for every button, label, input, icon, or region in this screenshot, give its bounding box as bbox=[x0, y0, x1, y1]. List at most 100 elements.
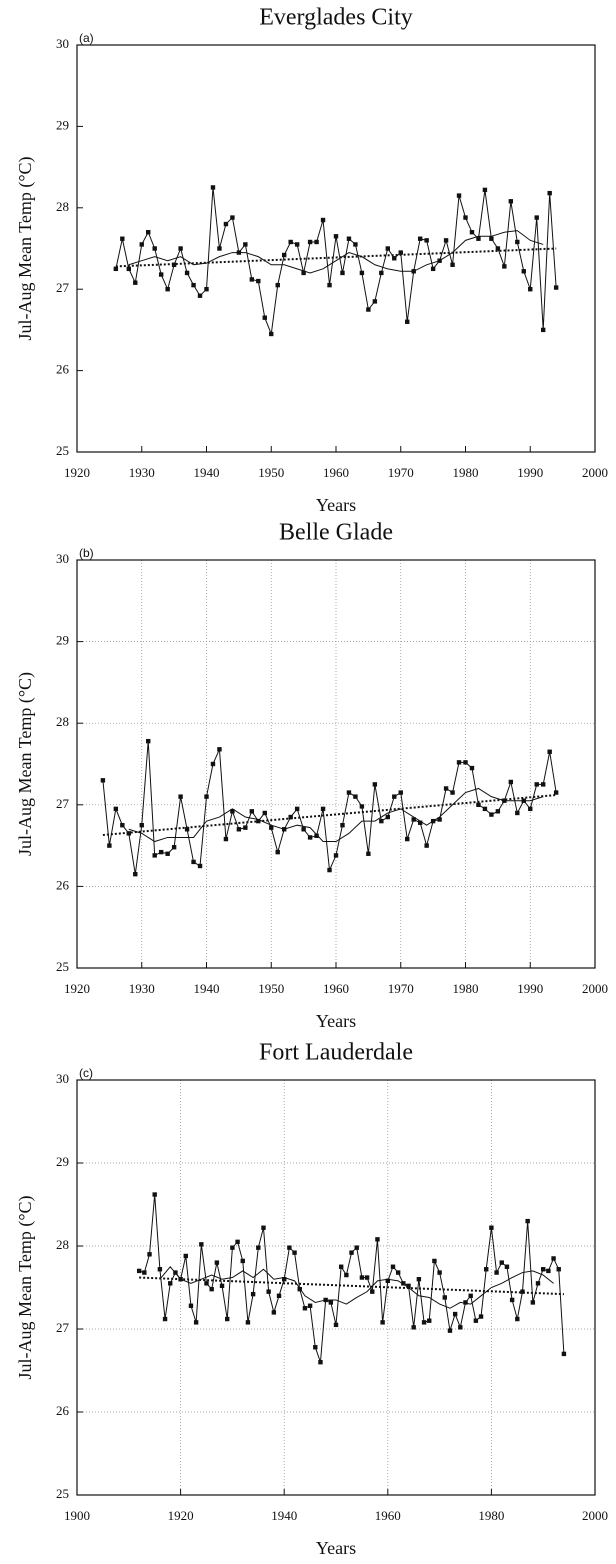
data-point bbox=[199, 1242, 204, 1247]
y-axis-label: Jul-Aug Mean Temp (°C) bbox=[15, 156, 36, 340]
data-point bbox=[146, 230, 151, 235]
y-tick-label: 30 bbox=[56, 36, 69, 51]
data-point bbox=[333, 234, 339, 239]
data-point bbox=[546, 1268, 551, 1274]
x-tick-label: 1980 bbox=[453, 465, 479, 480]
data-point bbox=[385, 1278, 390, 1284]
data-point bbox=[318, 1360, 323, 1365]
x-axis-label: Years bbox=[316, 1538, 356, 1558]
data-point bbox=[191, 282, 196, 288]
data-point bbox=[288, 814, 293, 820]
x-tick-label: 1970 bbox=[388, 981, 414, 996]
data-point bbox=[359, 804, 365, 809]
data-point bbox=[223, 221, 229, 227]
data-point bbox=[294, 806, 300, 812]
data-point bbox=[405, 319, 410, 324]
data-point bbox=[235, 1239, 240, 1245]
data-point bbox=[120, 236, 125, 241]
data-point bbox=[452, 1311, 458, 1317]
y-tick-label: 30 bbox=[56, 1071, 69, 1086]
plot-frame bbox=[76, 1079, 596, 1496]
data-point bbox=[287, 1245, 292, 1250]
data-point bbox=[152, 853, 157, 858]
data-point bbox=[495, 809, 501, 814]
plot-frame bbox=[76, 44, 596, 453]
data-point bbox=[152, 1192, 157, 1197]
series-line bbox=[115, 247, 557, 268]
data-point bbox=[249, 809, 255, 814]
data-point bbox=[340, 823, 345, 828]
data-point bbox=[489, 1225, 494, 1230]
data-point bbox=[528, 806, 533, 812]
data-point bbox=[327, 867, 332, 873]
data-point bbox=[508, 199, 514, 204]
panel-title: Belle Glade bbox=[279, 520, 393, 546]
data-point bbox=[476, 236, 481, 241]
data-point bbox=[359, 1275, 365, 1280]
data-point bbox=[353, 242, 358, 247]
x-tick-label: 1960 bbox=[323, 465, 349, 480]
data-point bbox=[184, 270, 190, 276]
data-point bbox=[340, 270, 345, 276]
data-point bbox=[243, 242, 248, 247]
data-point bbox=[256, 1245, 261, 1250]
x-tick-label: 1920 bbox=[168, 1508, 194, 1523]
data-point bbox=[401, 1281, 406, 1286]
data-point bbox=[561, 1351, 567, 1357]
data-point bbox=[204, 1281, 209, 1286]
y-axis-label: Jul-Aug Mean Temp (°C) bbox=[15, 672, 36, 856]
data-point bbox=[301, 270, 306, 276]
data-point bbox=[463, 760, 468, 765]
data-point bbox=[139, 823, 144, 828]
data-point bbox=[275, 282, 280, 288]
data-point bbox=[482, 806, 488, 812]
x-tick-label: 1920 bbox=[64, 981, 90, 996]
series-line bbox=[139, 1276, 564, 1296]
data-point bbox=[494, 1270, 499, 1275]
data-point bbox=[133, 871, 138, 877]
data-point bbox=[100, 778, 106, 783]
data-point bbox=[530, 1300, 536, 1305]
x-tick-label: 1990 bbox=[517, 465, 543, 480]
data-point bbox=[147, 1252, 152, 1257]
data-point bbox=[282, 252, 287, 258]
data-point bbox=[385, 246, 390, 251]
x-tick-label: 1930 bbox=[129, 981, 155, 996]
data-point bbox=[217, 747, 222, 752]
x-tick-label: 1900 bbox=[64, 1508, 90, 1523]
x-tick-label: 1980 bbox=[453, 981, 479, 996]
y-tick-label: 29 bbox=[56, 1154, 69, 1169]
data-point bbox=[447, 1328, 453, 1333]
data-point bbox=[398, 250, 403, 255]
x-axis-label: Years bbox=[316, 495, 356, 515]
data-point bbox=[171, 845, 177, 850]
data-point bbox=[210, 185, 216, 190]
data-point bbox=[353, 794, 358, 799]
data-point bbox=[443, 238, 449, 243]
panel-title: Fort Lauderdale bbox=[259, 1040, 413, 1066]
data-point bbox=[307, 239, 313, 245]
data-point bbox=[276, 1293, 282, 1298]
data-point bbox=[165, 851, 170, 856]
y-tick-label: 25 bbox=[56, 443, 69, 458]
data-point bbox=[443, 786, 449, 791]
data-point bbox=[223, 836, 229, 842]
panel-label: (b) bbox=[79, 546, 94, 560]
y-tick-label: 30 bbox=[56, 551, 69, 566]
data-point bbox=[219, 1283, 225, 1289]
x-tick-label: 1950 bbox=[258, 981, 284, 996]
data-point bbox=[320, 217, 326, 223]
data-point bbox=[437, 1270, 442, 1275]
data-point bbox=[178, 246, 183, 251]
data-point bbox=[366, 851, 371, 856]
data-point bbox=[301, 827, 306, 832]
y-tick-label: 29 bbox=[56, 633, 69, 648]
data-point bbox=[157, 1267, 163, 1272]
data-point bbox=[275, 849, 280, 855]
data-point bbox=[328, 1300, 334, 1305]
y-tick-label: 28 bbox=[56, 714, 69, 729]
y-tick-label: 27 bbox=[56, 280, 70, 295]
data-point bbox=[269, 825, 274, 830]
data-point bbox=[380, 1320, 385, 1325]
